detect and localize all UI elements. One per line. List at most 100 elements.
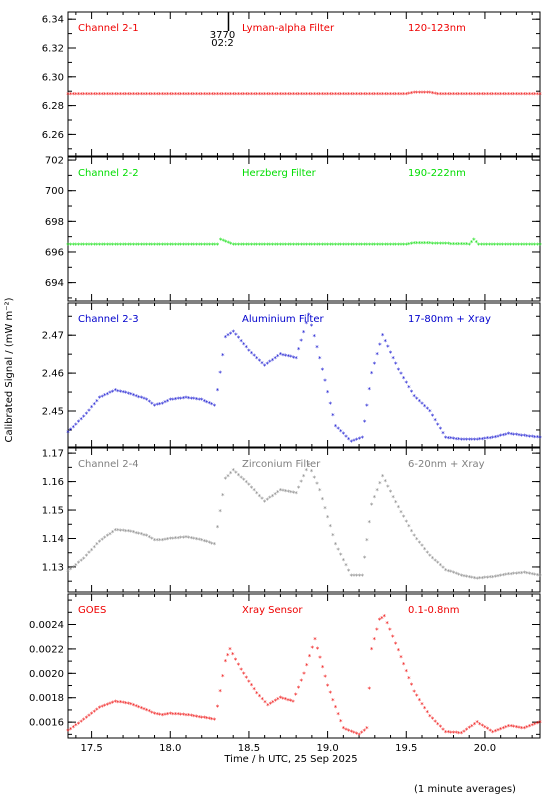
data-point: * <box>382 613 386 621</box>
data-point: * <box>373 636 377 644</box>
data-point: * <box>528 433 532 441</box>
data-point: * <box>281 91 285 99</box>
data-point: * <box>439 91 443 99</box>
data-point: * <box>420 701 424 709</box>
data-point: * <box>486 726 490 734</box>
y-tick-label: 6.26 <box>42 130 64 141</box>
data-point: * <box>528 571 532 579</box>
data-point: * <box>384 478 388 486</box>
data-point: * <box>179 395 183 403</box>
data-point: * <box>331 91 335 99</box>
data-point: * <box>405 518 409 526</box>
data-point: * <box>113 527 117 535</box>
data-point: * <box>273 355 277 363</box>
data-point: * <box>90 91 94 99</box>
data-point: * <box>339 241 343 249</box>
data-point: * <box>281 352 285 360</box>
data-point: * <box>486 435 490 443</box>
data-point: * <box>339 428 343 436</box>
data-point: * <box>229 240 233 248</box>
data-point: * <box>106 91 110 99</box>
data-point: * <box>384 241 388 249</box>
data-point: * <box>475 91 479 99</box>
data-point: * <box>184 241 188 249</box>
data-point: * <box>360 241 364 249</box>
data-point: * <box>192 713 196 721</box>
panel-band-label: 120-123nm <box>408 23 466 34</box>
data-point: * <box>512 724 516 732</box>
data-point: * <box>142 706 146 714</box>
data-point: * <box>90 404 94 412</box>
data-point: * <box>261 696 265 704</box>
data-point: * <box>399 91 403 99</box>
data-point: * <box>218 91 222 99</box>
data-point: * <box>313 91 317 99</box>
data-point: * <box>281 695 285 703</box>
data-point: * <box>460 436 464 444</box>
data-point: * <box>106 241 110 249</box>
data-point: * <box>171 241 175 249</box>
data-point: * <box>446 568 450 576</box>
data-point: * <box>410 240 414 248</box>
data-point: * <box>307 241 311 249</box>
data-point: * <box>103 535 107 543</box>
data-point: * <box>205 715 209 723</box>
data-point: * <box>268 359 272 367</box>
data-point: * <box>415 536 419 544</box>
data-point: * <box>119 699 123 707</box>
data-point: * <box>499 726 503 734</box>
data-point: * <box>452 91 456 99</box>
data-point: * <box>229 91 233 99</box>
data-point: * <box>415 90 419 98</box>
data-point: * <box>423 90 427 98</box>
data-point: * <box>441 564 445 572</box>
y-tick-label: 6.34 <box>42 15 64 26</box>
data-point: * <box>153 537 157 545</box>
data-point: * <box>391 633 395 641</box>
data-point: * <box>470 91 474 99</box>
data-point: * <box>323 378 327 386</box>
data-point: * <box>92 544 96 552</box>
data-point: * <box>533 572 537 580</box>
data-point: * <box>363 418 367 426</box>
data-point: * <box>355 91 359 99</box>
data-point: * <box>127 390 131 398</box>
data-point: * <box>216 241 220 249</box>
data-point: * <box>113 241 117 249</box>
data-point: * <box>482 241 486 249</box>
data-point: * <box>397 504 401 512</box>
data-point: * <box>189 395 193 403</box>
data-point: * <box>252 352 256 360</box>
data-point: * <box>342 557 346 565</box>
data-point: * <box>475 575 479 583</box>
data-point: * <box>79 719 83 727</box>
data-point: * <box>221 492 225 500</box>
data-point: * <box>213 402 217 410</box>
data-point: * <box>334 91 338 99</box>
data-point: * <box>247 347 251 355</box>
data-point: * <box>462 241 466 249</box>
data-point: * <box>108 91 112 99</box>
y-axis-label: Calibrated Signal / (mW m⁻²) <box>4 297 15 442</box>
data-point: * <box>433 91 437 99</box>
data-point: * <box>394 640 398 648</box>
data-point: * <box>310 241 314 249</box>
y-tick-label: 0.0018 <box>29 693 64 704</box>
data-point: * <box>336 91 340 99</box>
data-point: * <box>355 241 359 249</box>
data-point: * <box>260 496 264 504</box>
data-point: * <box>216 387 220 395</box>
data-point: * <box>528 723 532 731</box>
data-point: * <box>213 91 217 99</box>
data-point: * <box>155 537 159 545</box>
data-point: * <box>321 91 325 99</box>
data-point: * <box>480 241 484 249</box>
data-point: * <box>116 241 120 249</box>
data-point: * <box>467 436 471 444</box>
data-point: * <box>358 435 362 443</box>
data-point: * <box>517 570 521 578</box>
data-point: * <box>454 91 458 99</box>
data-point: * <box>116 91 120 99</box>
data-point: * <box>132 392 136 400</box>
data-point: * <box>90 547 94 555</box>
